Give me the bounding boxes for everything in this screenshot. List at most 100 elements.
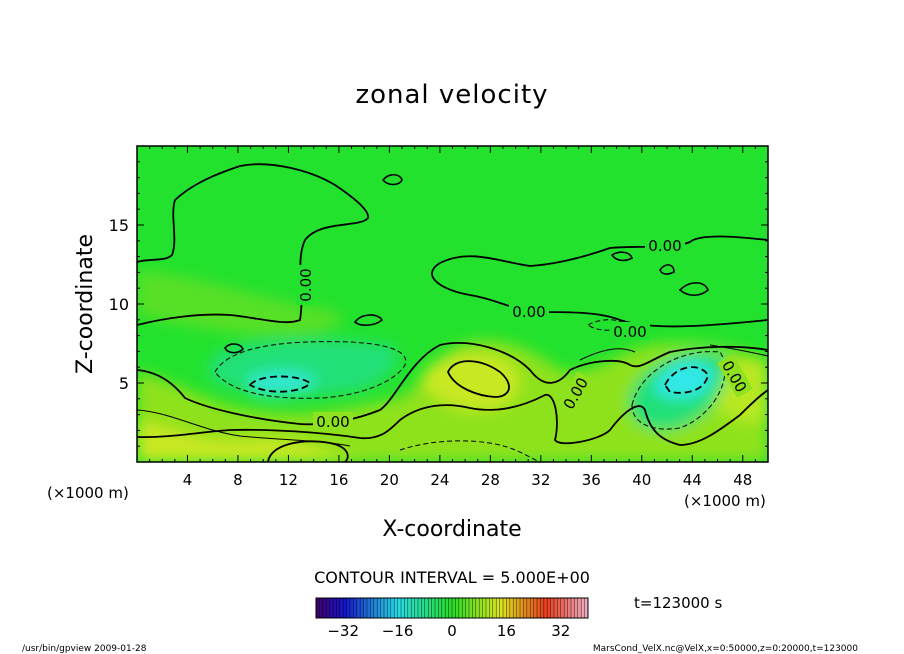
- colorbar-swatch: [329, 598, 334, 618]
- colorbar-swatch: [489, 598, 494, 618]
- colorbar-stripes: [316, 598, 589, 618]
- colorbar-swatch: [547, 598, 551, 618]
- colorbar-swatch: [465, 598, 470, 618]
- x-axis: 4 8 12 16 20 24 28 32 36 40 44 48: [149, 146, 756, 489]
- colorbar: −32 −16 0 16 32: [315, 597, 589, 640]
- footer-right: MarsCond_VelX.nc@VelX,x=0:50000,z=0:2000…: [593, 644, 858, 654]
- colorbar-swatch: [353, 598, 358, 618]
- colorbar-frame: [315, 597, 589, 619]
- colorbar-swatch: [523, 598, 528, 618]
- colorbar-ticks: −32 −16 0 16 32: [327, 622, 570, 640]
- colorbar-swatch: [346, 598, 351, 618]
- colorbar-swatch: [543, 598, 548, 618]
- colorbar-tick-label: 0: [447, 622, 457, 640]
- footer-left: /usr/bin/gpview 2009-01-28: [22, 644, 147, 654]
- x-tick-label: 44: [683, 471, 702, 489]
- negative-contour-right-inner: [663, 366, 709, 394]
- colorbar-swatch: [438, 598, 443, 618]
- contour-lines: [137, 163, 768, 462]
- colorbar-swatch: [435, 598, 439, 618]
- x-unit-right: (×1000 m): [684, 492, 766, 510]
- colorbar-swatch: [520, 598, 524, 618]
- small-closed-contour-6: [610, 251, 633, 262]
- zero-contour-upper-cloud: [137, 163, 369, 326]
- colorbar-swatch: [356, 598, 361, 618]
- chart-title: zonal velocity: [355, 80, 548, 110]
- small-closed-contour-3: [224, 343, 244, 354]
- colorbar-swatch: [577, 598, 582, 618]
- colorbar-swatch: [322, 598, 327, 618]
- contour-label-text: 0.00: [316, 413, 349, 431]
- small-closed-contour-1: [381, 173, 403, 186]
- contour-label: 0.00: [509, 302, 549, 321]
- colorbar-swatch: [394, 598, 398, 618]
- colorbar-swatch: [496, 598, 500, 618]
- colorbar-swatch: [537, 598, 541, 618]
- zero-contour-mid: [137, 342, 768, 426]
- colorbar-swatch: [377, 598, 381, 618]
- colorbar-swatch: [390, 598, 395, 618]
- contour-label: 0.00: [610, 322, 650, 341]
- contour-label-text: 0.00: [648, 237, 681, 255]
- colorbar-swatch: [336, 598, 341, 618]
- contour-label: 0.00: [296, 265, 315, 305]
- colorbar-swatch: [554, 598, 558, 618]
- positive-contour-thin-3: [709, 344, 768, 357]
- colorbar-swatch: [363, 598, 368, 618]
- colorbar-swatch: [445, 598, 449, 618]
- colorbar-swatch: [482, 598, 487, 618]
- colorbar-swatch: [333, 598, 337, 618]
- colorbar-tick-label: 32: [551, 622, 570, 640]
- colorbar-swatch: [360, 598, 364, 618]
- x-tick-label: 24: [430, 471, 449, 489]
- colorbar-swatch: [421, 598, 426, 618]
- colorbar-swatch: [424, 598, 429, 618]
- colorbar-tick-label: 16: [497, 622, 516, 640]
- small-closed-contour-4: [659, 264, 675, 275]
- colorbar-swatch: [560, 598, 565, 618]
- x-tick-label: 48: [733, 471, 752, 489]
- colorbar-swatch: [574, 598, 579, 618]
- colorbar-tick-label: −16: [382, 622, 414, 640]
- x-axis-label: X-coordinate: [382, 517, 521, 542]
- colorbar-swatch: [316, 598, 320, 618]
- colorbar-swatch: [533, 598, 538, 618]
- zero-contour-lower: [137, 389, 768, 446]
- colorbar-swatch: [530, 598, 534, 618]
- colorbar-swatch: [418, 598, 422, 618]
- colorbar-swatch: [550, 598, 555, 618]
- colorbar-swatch: [526, 598, 531, 618]
- colorbar-swatch: [462, 598, 466, 618]
- negative-contour-left-outer: [214, 341, 407, 399]
- y-tick-label: 15: [109, 216, 129, 235]
- y-tick-label: 5: [119, 374, 129, 393]
- contour-label: 0.00: [645, 236, 685, 255]
- colorbar-swatch: [407, 598, 412, 618]
- colorbar-swatch: [397, 598, 402, 618]
- y-axis: 5 10 15: [109, 161, 768, 447]
- colorbar-swatch: [492, 598, 497, 618]
- x-tick-label: 28: [481, 471, 500, 489]
- y-tick-label: 10: [109, 295, 129, 314]
- small-closed-contour-2: [353, 314, 384, 326]
- colorbar-swatch: [441, 598, 446, 618]
- colorbar-swatch: [411, 598, 415, 618]
- positive-contour-center-closed: [447, 360, 510, 398]
- colorbar-swatch: [557, 598, 562, 618]
- contour-label-text: 0.00: [512, 303, 545, 321]
- time-label: t=123000 s: [634, 594, 722, 612]
- colorbar-swatch: [581, 598, 585, 618]
- y-axis-label: Z-coordinate: [73, 234, 98, 374]
- x-tick-label: 20: [380, 471, 399, 489]
- x-tick-label: 12: [279, 471, 298, 489]
- colorbar-swatch: [567, 598, 572, 618]
- negative-contour-left-inner: [248, 375, 312, 393]
- colorbar-swatch: [452, 598, 456, 618]
- upper-positive-patch: [137, 270, 342, 336]
- colorbar-swatch: [475, 598, 480, 618]
- colorbar-swatch: [367, 598, 371, 618]
- colorbar-swatch: [319, 598, 324, 618]
- heatmap-field: [137, 146, 768, 462]
- colorbar-swatch: [350, 598, 354, 618]
- colorbar-swatch: [373, 598, 378, 618]
